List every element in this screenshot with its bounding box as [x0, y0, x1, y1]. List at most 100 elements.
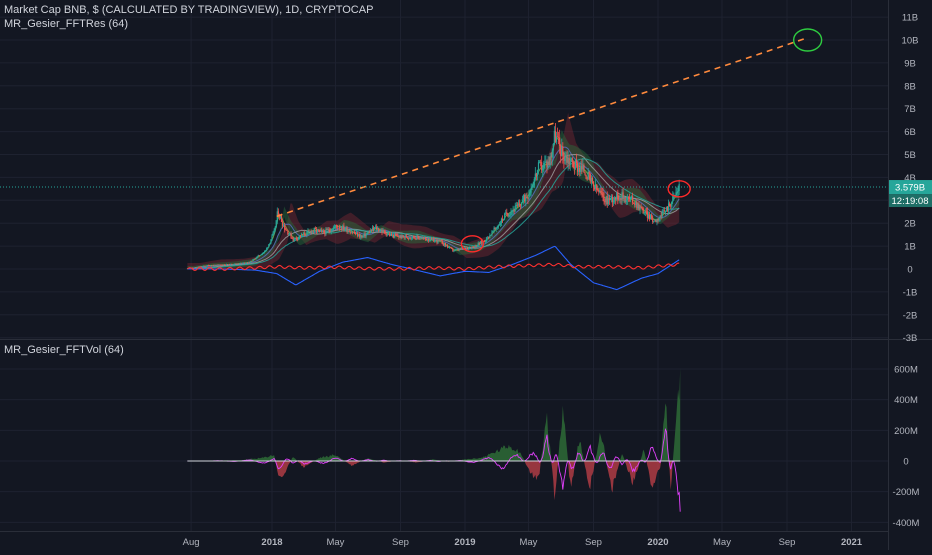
candle-body	[632, 196, 634, 203]
candle-body	[325, 229, 327, 235]
time-axis[interactable]: Aug 2018 May Sep 2019 May Sep 2020 May Sep 2021	[183, 537, 863, 548]
candle-body	[408, 237, 411, 239]
annotation-circle-red[interactable]	[667, 180, 691, 198]
candle-body	[629, 196, 632, 200]
candle-body	[310, 230, 312, 234]
candle-body	[247, 262, 249, 264]
candle-body	[570, 158, 572, 162]
candle-body	[588, 171, 590, 175]
candle-body	[219, 264, 221, 266]
candle-body	[194, 267, 196, 268]
candle-body	[549, 156, 551, 166]
candle-body	[666, 206, 669, 211]
candle-body	[550, 156, 552, 158]
candle-body	[232, 264, 234, 266]
candle-body	[436, 239, 438, 243]
candle-body	[260, 254, 263, 256]
candle-body	[633, 202, 635, 204]
candle-body	[229, 264, 231, 265]
volume-axis[interactable]: 600M 400M 200M 0 -200M -400M	[893, 365, 920, 529]
candle-body	[394, 233, 396, 238]
candle-body	[255, 257, 257, 259]
candle-body	[383, 230, 385, 232]
trendline[interactable]	[276, 36, 808, 218]
candle-body	[441, 240, 443, 245]
candle-body	[565, 156, 567, 159]
candle-body	[262, 252, 265, 254]
candle-body	[555, 136, 558, 142]
candle-body	[551, 150, 553, 158]
candle-body	[495, 228, 497, 230]
candle-body	[593, 186, 596, 189]
candle-body	[642, 208, 644, 214]
annotation-circle-green[interactable]	[792, 28, 823, 52]
candle-body	[354, 233, 357, 234]
candle-body	[401, 235, 403, 239]
candle-body	[540, 162, 542, 163]
candle-body	[528, 195, 530, 199]
candle-body	[223, 264, 226, 266]
candle-body	[545, 161, 547, 163]
candle-body	[366, 232, 368, 234]
blue-oscillator-line	[187, 245, 680, 291]
price-tick-label: 6B	[904, 127, 916, 138]
candle-body	[491, 231, 493, 236]
candle-body	[569, 161, 571, 165]
candle-body	[306, 231, 308, 236]
candle-body	[358, 234, 360, 237]
candle-body	[463, 247, 466, 249]
candle-body	[617, 192, 619, 200]
candle-body	[598, 190, 600, 193]
candle-body	[548, 161, 550, 166]
time-tick-label: May	[326, 537, 344, 548]
candle-body	[389, 233, 392, 236]
candle-body	[437, 239, 439, 243]
candle-body	[388, 233, 390, 236]
candle-body	[419, 238, 421, 240]
candle-body	[242, 262, 245, 264]
candle-body	[464, 247, 467, 249]
candle-body	[299, 235, 302, 237]
volume-grid	[0, 340, 888, 531]
candle-body	[352, 232, 355, 233]
candle-body	[649, 214, 652, 220]
indicator-fftvol-label[interactable]: MR_Gesier_FFTVol (64)	[4, 344, 124, 356]
chart-title[interactable]: Market Cap BNB, $ (CALCULATED BY TRADING…	[4, 4, 374, 16]
annotation-circle-red[interactable]	[460, 235, 485, 253]
candle-body	[445, 245, 448, 247]
candle-body	[477, 242, 479, 246]
candle-body	[353, 232, 356, 234]
candle-body	[616, 192, 618, 200]
candle-body	[225, 264, 228, 266]
candle-body	[321, 229, 323, 231]
candle-body	[348, 230, 350, 232]
candle-body	[450, 246, 452, 248]
candle-body	[368, 231, 370, 234]
candle-body	[249, 261, 251, 263]
candle-body	[248, 261, 250, 263]
candle-body	[204, 265, 206, 267]
candle-body	[266, 248, 268, 251]
candle-body	[676, 192, 678, 193]
candle-body	[534, 173, 536, 180]
candle-body	[283, 225, 285, 226]
candle-body	[405, 235, 407, 238]
candle-body	[284, 225, 286, 230]
candle-body	[474, 245, 476, 248]
candle-body	[444, 243, 447, 246]
candle-body	[222, 264, 224, 266]
candle-body	[335, 225, 338, 226]
candle-body	[307, 230, 309, 232]
price-tick-label: 0	[907, 265, 912, 276]
candle-body	[652, 218, 654, 222]
candle-body	[297, 237, 300, 240]
candle-body	[583, 165, 585, 173]
candle-body	[281, 222, 284, 226]
candle-body	[239, 262, 241, 264]
candle-body	[563, 155, 565, 161]
candle-body	[213, 265, 215, 266]
indicator-fftres-label[interactable]: MR_Gesier_FFTRes (64)	[4, 18, 129, 30]
